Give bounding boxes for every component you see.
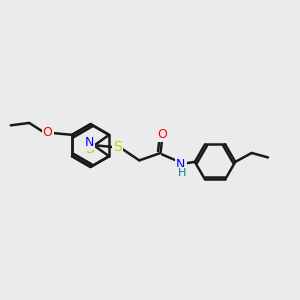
Text: N: N bbox=[176, 158, 186, 171]
Text: O: O bbox=[157, 128, 167, 141]
Text: S: S bbox=[113, 140, 122, 154]
Text: O: O bbox=[43, 126, 52, 139]
Text: N: N bbox=[85, 136, 94, 148]
Text: S: S bbox=[85, 142, 94, 156]
Text: H: H bbox=[178, 168, 186, 178]
